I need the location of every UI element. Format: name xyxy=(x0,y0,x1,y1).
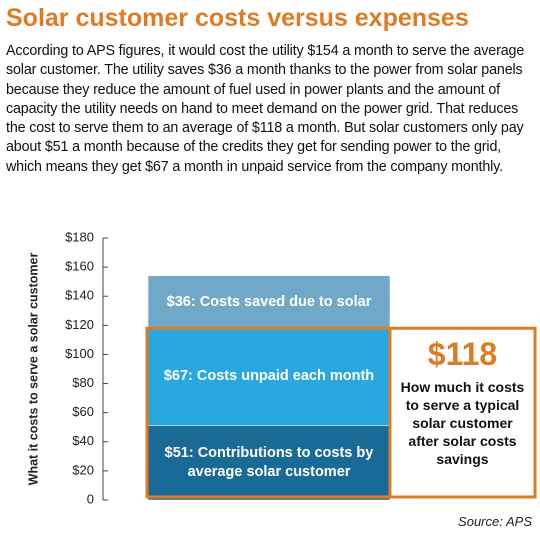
y-tick-label: $40 xyxy=(72,433,94,448)
y-tick-label: $120 xyxy=(65,317,94,332)
y-tick-label: $140 xyxy=(65,288,94,303)
y-tick-label: 0 xyxy=(87,491,94,506)
y-tick-label: $80 xyxy=(72,375,94,390)
y-tick-label: $60 xyxy=(72,404,94,419)
segment-label: $51: Contributions to costs by average s… xyxy=(164,444,374,480)
y-tick-label: $180 xyxy=(65,229,94,244)
y-tick-label: $160 xyxy=(65,259,94,274)
callout-value: $118 xyxy=(427,336,498,373)
callout-text: How much it costs to serve a typical sol… xyxy=(400,379,525,468)
source: Source: APS xyxy=(458,514,532,529)
bar-segment xyxy=(147,275,391,329)
segment-label: $67: Costs unpaid each month xyxy=(163,368,375,385)
title: Solar customer costs versus expenses xyxy=(6,4,469,32)
y-tick-label: $100 xyxy=(65,346,94,361)
callout-box xyxy=(145,326,537,499)
y-axis-label: What it costs to serve a solar customer xyxy=(26,253,40,486)
y-tick-label: $20 xyxy=(72,462,94,477)
bar-segment xyxy=(147,425,391,501)
segment-label: $36: Costs saved due to solar xyxy=(166,293,372,310)
description: According to APS figures, it would cost … xyxy=(6,43,525,175)
